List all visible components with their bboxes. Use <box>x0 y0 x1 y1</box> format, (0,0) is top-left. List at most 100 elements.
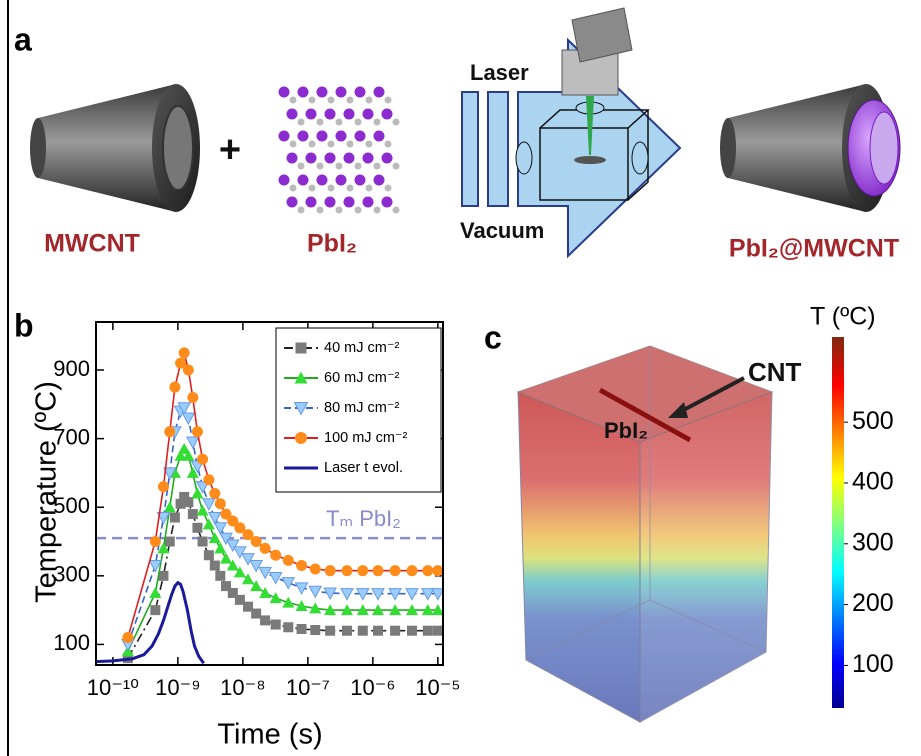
lead-atom <box>317 207 324 214</box>
lead-atom <box>298 163 305 170</box>
iodine-atom <box>279 87 290 98</box>
legend-label: Laser t evol. <box>324 460 403 476</box>
laser-label: Laser <box>470 60 529 85</box>
cnt-label: CNT <box>748 357 802 387</box>
colorbar-tick-label: 100 <box>852 650 894 678</box>
plate <box>488 92 508 206</box>
panel-label: a <box>14 21 32 57</box>
marker <box>390 626 400 636</box>
lead-atom <box>328 141 335 148</box>
marker <box>183 497 193 507</box>
marker <box>183 365 194 376</box>
colorbar-tick-label: 500 <box>852 407 894 435</box>
marker <box>296 560 307 571</box>
plate <box>462 92 478 206</box>
lead-atom <box>298 207 305 214</box>
marker <box>203 499 215 510</box>
iodine-atom <box>363 153 374 164</box>
lead-atom <box>336 207 343 214</box>
marker <box>170 513 180 523</box>
iodine-atom <box>298 87 309 98</box>
pbi2-label: PbI₂ <box>307 230 357 258</box>
x-tick-label: 10⁻¹⁰ <box>87 675 139 700</box>
marker <box>309 586 321 597</box>
marker <box>198 537 208 547</box>
marker <box>150 536 161 547</box>
iodine-atom <box>344 153 355 164</box>
marker <box>187 392 198 403</box>
mwcnt-illustration <box>30 84 200 212</box>
y-tick-label: 500 <box>53 493 90 518</box>
plus-sign: + <box>219 129 241 171</box>
page: {"panel_labels": ["a", "b", "c"], "panel… <box>0 0 921 756</box>
lead-atom <box>393 207 400 214</box>
iodine-atom <box>355 175 366 186</box>
lead-atom <box>355 163 362 170</box>
marker <box>214 523 226 534</box>
marker <box>341 589 353 600</box>
lead-atom <box>355 119 362 126</box>
lead-atom <box>336 119 343 126</box>
marker <box>433 626 443 636</box>
x-tick-label: 10⁻⁵ <box>415 675 460 700</box>
lead-atom <box>347 141 354 148</box>
marker <box>423 626 433 636</box>
lead-atom <box>317 119 324 126</box>
iodine-atom <box>336 131 347 142</box>
vacuum-label: Vacuum <box>460 218 544 243</box>
marker <box>251 609 261 619</box>
lead-atom <box>366 141 373 148</box>
iodine-atom <box>279 175 290 186</box>
marker <box>295 432 307 444</box>
temperature-chart: Temperature (ºC) Time (s) 10030050070090… <box>31 322 461 751</box>
iodine-atom <box>336 175 347 186</box>
lead-atom <box>366 185 373 192</box>
iodine-atom <box>355 87 366 98</box>
legend: 40 mJ cm⁻²60 mJ cm⁻²80 mJ cm⁻²100 mJ cm⁻… <box>276 328 441 492</box>
iodine-atom <box>317 131 328 142</box>
marker <box>164 426 175 437</box>
colorbar-tick-label: 200 <box>852 589 894 617</box>
lead-atom <box>347 97 354 104</box>
lead-atom <box>347 185 354 192</box>
marker <box>158 571 168 581</box>
iodine-atom <box>374 131 385 142</box>
figure: a b c + Laser Vacuum MWCNT PbI₂ PbI₂@MWC… <box>0 0 921 756</box>
lead-atom <box>317 163 324 170</box>
iodine-atom <box>382 197 393 208</box>
marker <box>282 578 294 589</box>
panel-label: b <box>14 307 34 343</box>
legend-label: 60 mJ cm⁻² <box>324 370 399 386</box>
marker <box>310 625 320 635</box>
lead-atom <box>298 119 305 126</box>
x-axis-label: Time (s) <box>217 719 322 751</box>
marker <box>406 565 417 576</box>
marker <box>297 624 307 634</box>
laser-body <box>572 8 632 62</box>
lead-atom <box>290 141 297 148</box>
marker <box>325 565 336 576</box>
legend-label: 100 mJ cm⁻² <box>324 430 408 446</box>
iodine-atom <box>344 197 355 208</box>
marker <box>271 620 281 630</box>
marker <box>283 555 294 566</box>
lead-atom <box>355 207 362 214</box>
series-line <box>96 583 204 664</box>
iodine-atom <box>306 153 317 164</box>
iodine-atom <box>336 87 347 98</box>
iodine-atom <box>363 197 374 208</box>
iodine-atom <box>317 175 328 186</box>
x-tick-label: 10⁻⁶ <box>350 675 395 700</box>
heat-box <box>518 346 772 722</box>
lead-atom <box>385 141 392 148</box>
iodine-atom <box>374 87 385 98</box>
iodine-atom <box>298 175 309 186</box>
iodine-atom <box>317 87 328 98</box>
marker <box>209 488 220 499</box>
marker <box>373 565 384 576</box>
marker <box>342 626 352 636</box>
marker <box>358 626 368 636</box>
iodine-atom <box>382 153 393 164</box>
marker <box>192 523 202 533</box>
